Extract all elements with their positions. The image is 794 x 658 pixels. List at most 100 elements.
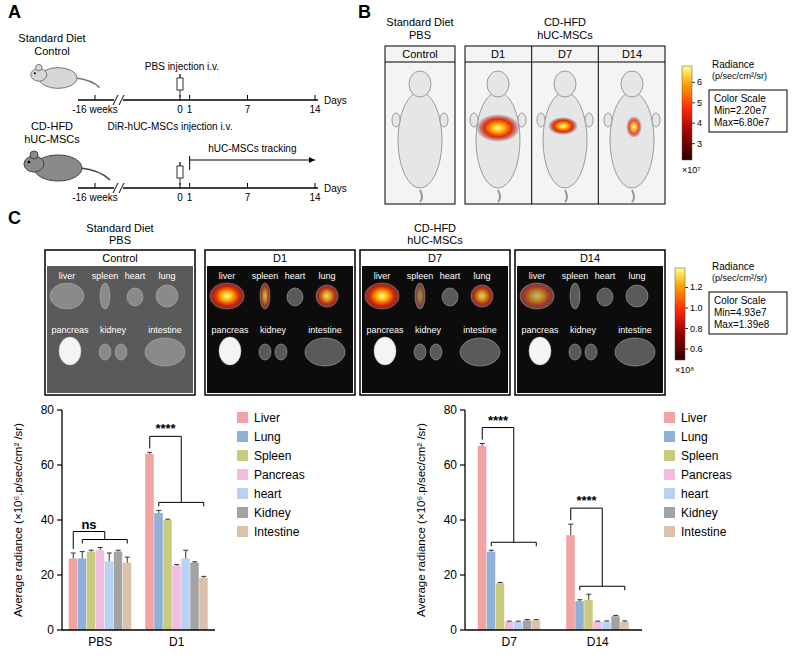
fluorescence-signal [314, 283, 339, 308]
timeline-tick-label: 14 [309, 104, 321, 115]
error-bar [622, 620, 627, 622]
bar [181, 559, 190, 631]
timeline-tick [315, 95, 316, 100]
legend-swatch [664, 450, 675, 461]
y-tick-label: 80 [444, 403, 458, 417]
mouse-icon [24, 151, 110, 181]
bar [478, 446, 487, 630]
organ-label: spleen [407, 271, 434, 281]
bar [532, 620, 541, 630]
diet-label: CD-HFD [31, 120, 73, 132]
frame-divider [465, 62, 665, 63]
timeline-tick [95, 183, 96, 188]
legend-label: Kidney [681, 506, 718, 520]
organ-label: liver [59, 271, 76, 281]
panel-letter: B [358, 2, 371, 22]
bar [611, 616, 620, 630]
bar [602, 622, 611, 630]
organ [529, 337, 551, 365]
legend-label: Spleen [681, 449, 718, 463]
x-tick-label: D7 [502, 635, 518, 649]
fluorescence-signal [548, 117, 578, 135]
fluorescence-signal [362, 281, 401, 311]
mouse-eye [34, 72, 36, 74]
organ-label: liver [529, 271, 546, 281]
y-tick-label: 60 [41, 458, 55, 472]
fluorescence-signal [414, 281, 426, 311]
fluorescence-signal [207, 281, 246, 311]
significance-bracket [482, 428, 536, 547]
bar [505, 622, 514, 630]
image-frame [465, 46, 665, 204]
organ [275, 344, 287, 360]
organ-label: heart [595, 271, 616, 281]
mouse-paw [440, 113, 448, 127]
y-tick [57, 629, 62, 630]
group-header: PBS [409, 29, 431, 41]
organ [127, 288, 143, 306]
colorbar-multiplier: ×10⁷ [682, 165, 701, 175]
colorbar-tick [685, 328, 688, 329]
y-tick [57, 519, 62, 520]
organ [597, 288, 613, 306]
organ [460, 338, 500, 366]
mouse-ear [30, 151, 38, 159]
legend-swatch [237, 526, 248, 537]
tracking-label: hUC-MSCs tracking [208, 143, 296, 154]
image-frame [360, 250, 510, 395]
error-bar [165, 519, 170, 521]
bar [154, 513, 163, 630]
colorbar-tick [685, 287, 688, 288]
bars [478, 444, 629, 630]
mouse-tail [80, 168, 110, 180]
bar [105, 561, 114, 630]
mouse-paw [652, 113, 660, 127]
organ [156, 285, 178, 307]
panel-c: CStandard DietPBSCD-HFDhUC-MSCsControlli… [8, 208, 787, 395]
y-tick [460, 574, 465, 575]
mouse-ear [36, 64, 42, 70]
y-tick-label: 40 [41, 513, 55, 527]
error-bar [568, 524, 573, 535]
legend-swatch [664, 488, 675, 499]
image-background [47, 266, 193, 393]
colorbar-title: Radiance [712, 261, 755, 272]
mouse-paw [604, 113, 612, 127]
colorbar-tick-label: 3 [697, 139, 702, 149]
y-tick-label: 0 [47, 623, 54, 637]
bar [620, 622, 629, 630]
bar [575, 601, 584, 630]
syringe-plunger [179, 162, 181, 166]
organ-label: heart [285, 271, 306, 281]
timeline-tick-label: 0 [177, 192, 183, 203]
y-tick [57, 464, 62, 465]
significance-bracket [150, 436, 204, 506]
bar-chart: 020406080Average radiance (×10⁶.p/sec/cm… [415, 403, 732, 649]
panel-letter: C [8, 208, 21, 228]
legend-swatch [237, 507, 248, 518]
organ-label: kidney [570, 325, 597, 335]
organ [115, 344, 127, 360]
organ-label: intestine [308, 325, 342, 335]
mouse-tail [420, 190, 422, 202]
bar [566, 535, 575, 630]
organ-label: lung [158, 271, 175, 281]
organ-label: kidney [260, 325, 287, 335]
mouse-head [554, 71, 576, 97]
group-header: CD-HFD [414, 222, 456, 234]
legend-label: Liver [681, 411, 707, 425]
bar [190, 563, 199, 630]
legend-swatch [664, 507, 675, 518]
bar [523, 620, 532, 630]
timeline-tick [95, 95, 96, 100]
fluorescence-signal [476, 114, 520, 142]
fluorescence-signal [469, 283, 494, 308]
colorbar-tick-label: 4 [697, 118, 702, 128]
organ-label: lung [473, 271, 490, 281]
organ [414, 344, 426, 360]
organ [287, 288, 303, 306]
colorbar-tick-label: 5 [697, 98, 702, 108]
colorscale-max: Max=6.80e7 [714, 117, 770, 128]
legend-label: heart [254, 487, 282, 501]
organ-label: liver [374, 271, 391, 281]
